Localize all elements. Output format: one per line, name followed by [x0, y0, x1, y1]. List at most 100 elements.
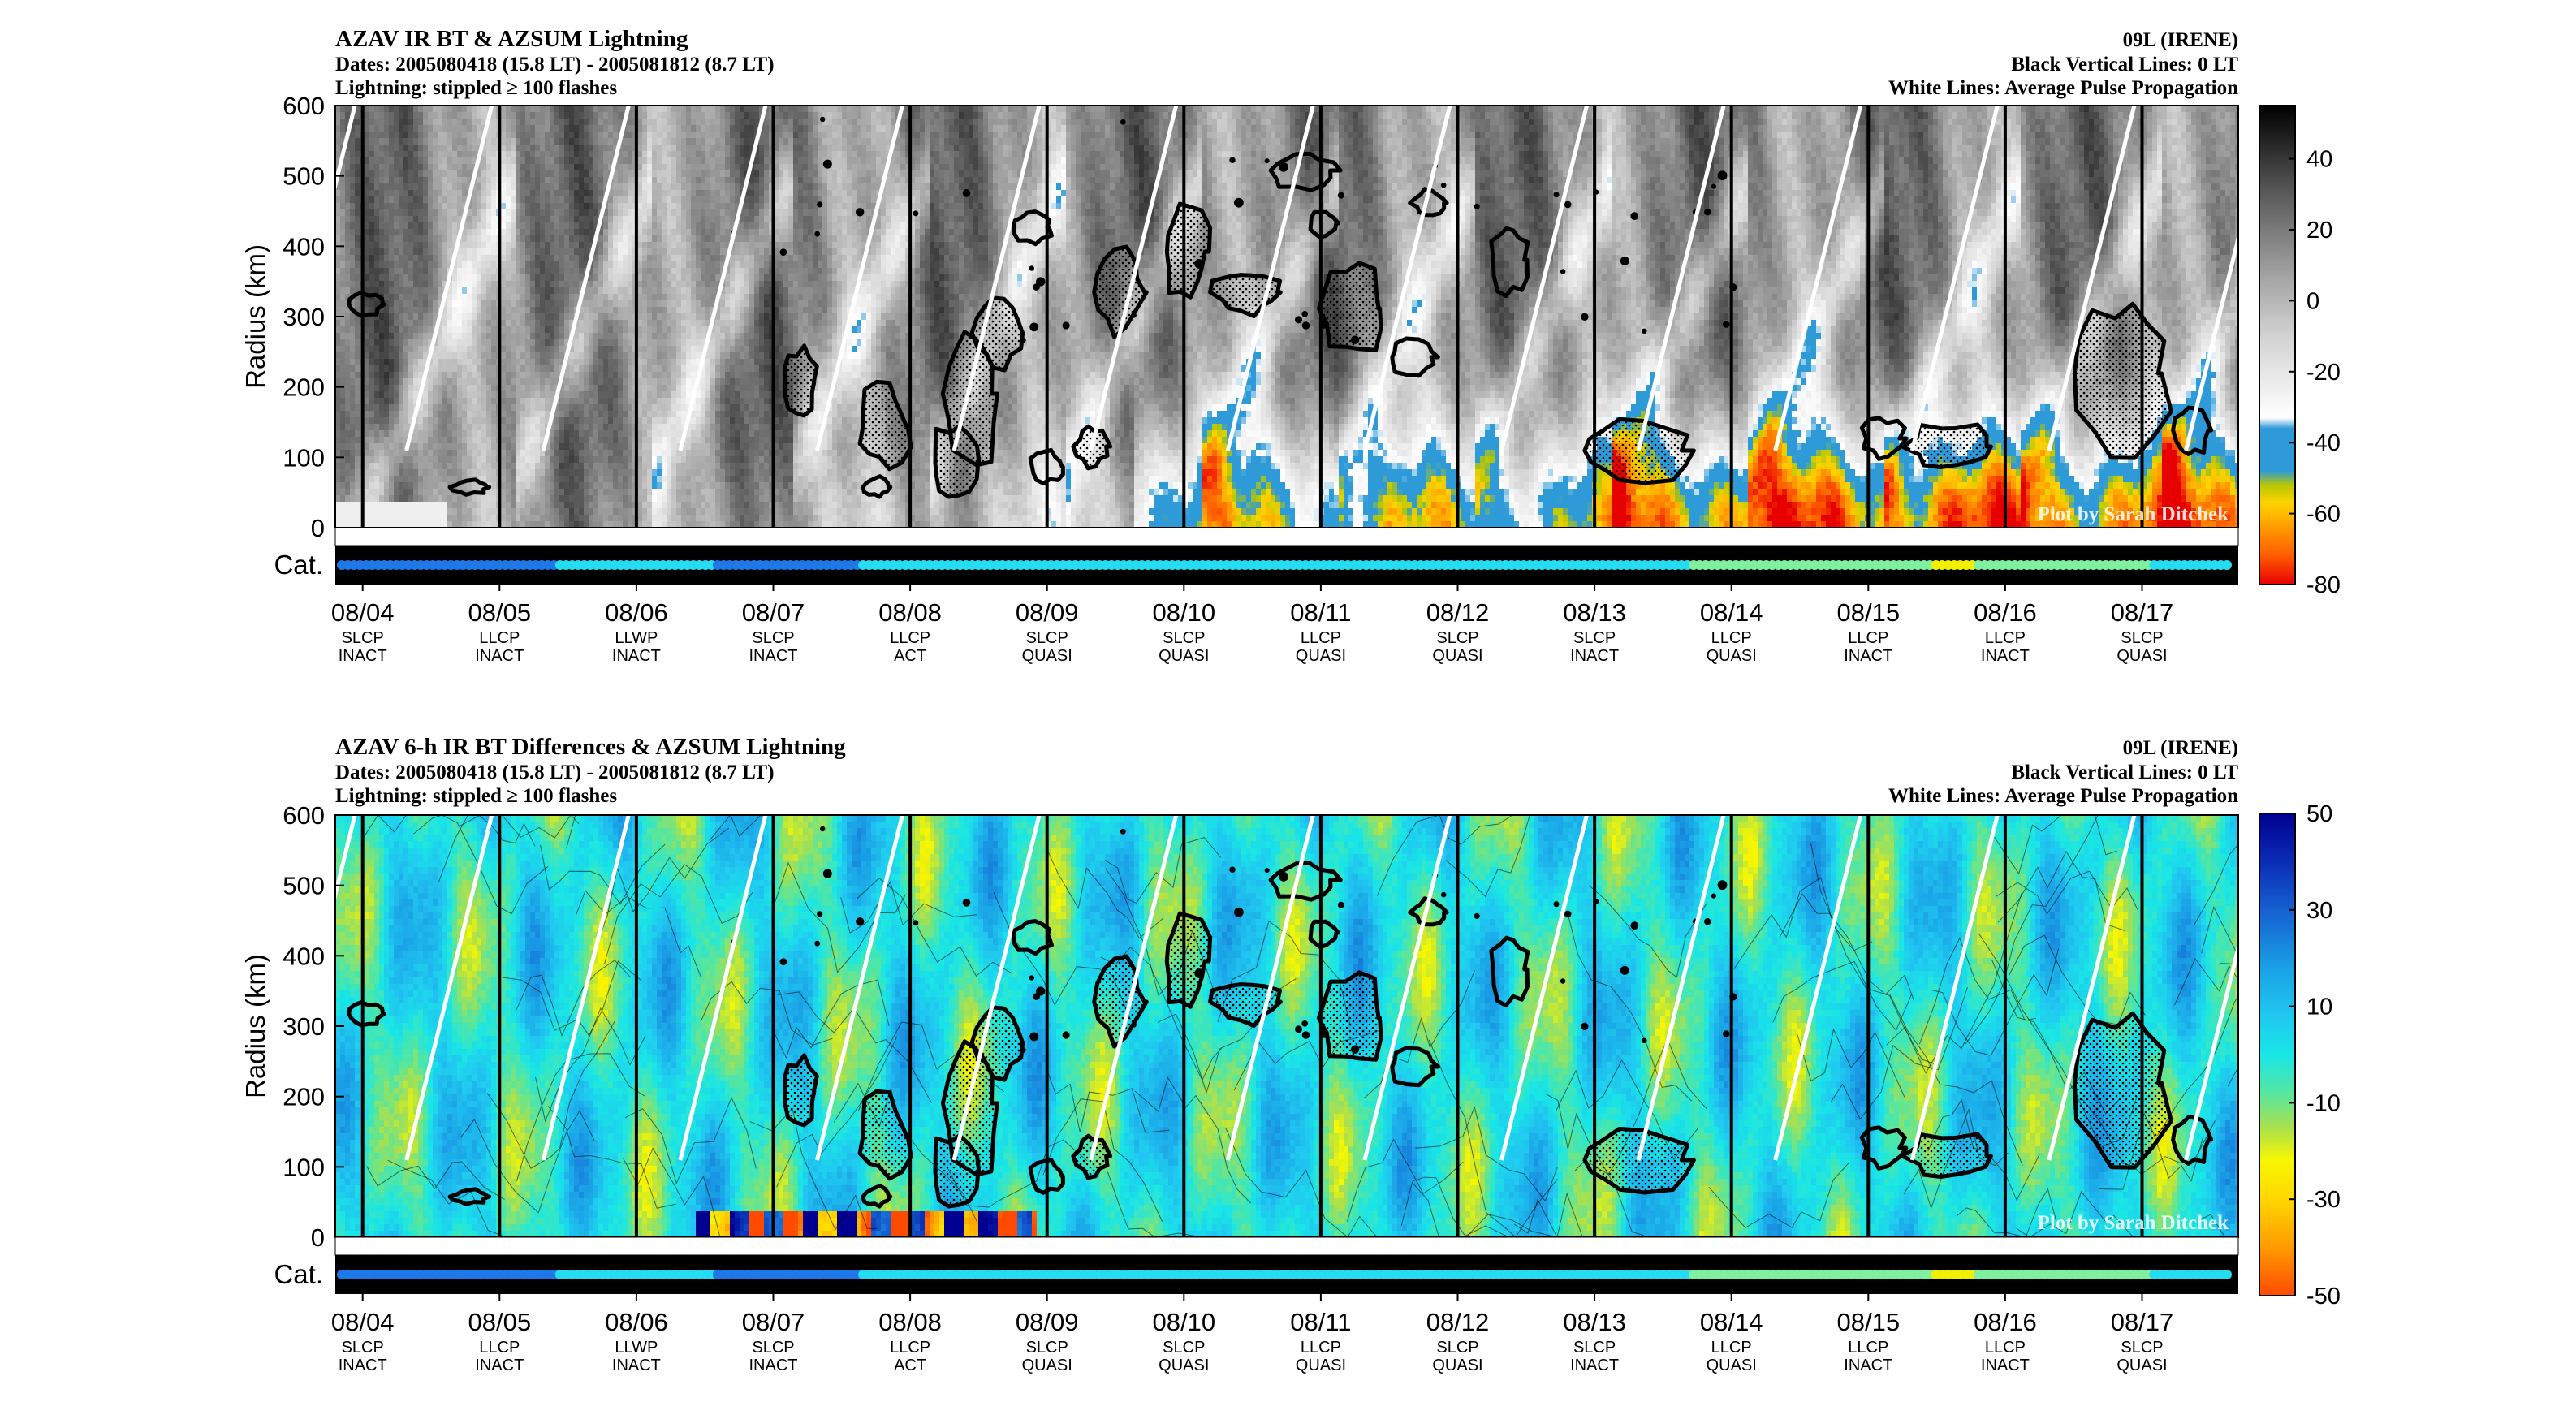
x-shear-label: SLCP	[1573, 1339, 1616, 1357]
colorbar-tick-label: -10	[2306, 1090, 2341, 1116]
x-status-label: QUASI	[1159, 647, 1209, 665]
colorbar-tick-label: 40	[2306, 147, 2332, 173]
y-tick-label: 200	[283, 1083, 325, 1111]
vertical-lines-note: Black Vertical Lines: 0 LT	[2011, 761, 2238, 783]
x-shear-label: LLCP	[1301, 1339, 1341, 1357]
category-dots	[337, 560, 2232, 570]
panel-title: AZAV IR BT & AZSUM Lightning	[335, 26, 688, 52]
x-shear-label: SLCP	[342, 1339, 384, 1357]
x-status-label: INACT	[1844, 1357, 1892, 1374]
x-shear-label: LLCP	[1301, 629, 1341, 647]
cat-dot	[2222, 1270, 2232, 1279]
x-shear-label: LLCP	[479, 1339, 520, 1357]
x-date-label: 08/12	[1426, 1308, 1490, 1336]
y-tick-label: 600	[283, 801, 325, 830]
x-date-label: 08/05	[468, 1308, 532, 1336]
x-shear-label: SLCP	[2121, 1339, 2163, 1357]
cat-dot	[2222, 560, 2232, 570]
plot-area	[335, 106, 2238, 528]
y-axis-label: Radius (km)	[240, 954, 270, 1098]
x-date-label: 08/04	[331, 598, 395, 627]
x-shear-label: SLCP	[752, 629, 794, 647]
x-status-label: INACT	[1570, 1357, 1619, 1374]
colorbar-tick-label: 50	[2306, 801, 2332, 827]
y-axis: 0 100 200 300 400 500 600	[283, 801, 344, 1252]
bt-diff-field	[335, 815, 2238, 1237]
panel-title: AZAV 6-h IR BT Differences & AZSUM Light…	[335, 734, 846, 760]
colorbar-tick-label: -50	[2306, 1283, 2341, 1309]
panel-lightning-note: Lightning: stippled ≥ 100 flashes	[335, 77, 617, 99]
x-date-label: 08/10	[1153, 1308, 1216, 1336]
colorbar-gradient	[2259, 105, 2296, 585]
x-date-label: 08/06	[605, 1308, 668, 1336]
x-status-label: QUASI	[1022, 1357, 1072, 1374]
x-status-label: QUASI	[1159, 1357, 1209, 1374]
plot-area	[335, 815, 2238, 1237]
x-shear-label: SLCP	[1163, 629, 1205, 647]
panel-ir-bt: AZAV IR BT & AZSUM Lightning Dates: 2005…	[240, 26, 2341, 665]
x-shear-label: SLCP	[1026, 1339, 1068, 1357]
colorbar-tick-label: 10	[2306, 994, 2332, 1020]
pulse-propagation-lines	[335, 815, 2238, 1161]
x-date-label: 08/04	[331, 1308, 395, 1336]
lightning-contours	[347, 116, 2214, 499]
x-shear-label: LLCP	[1711, 629, 1752, 647]
storm-name: 09L (IRENE)	[2123, 737, 2238, 759]
x-status-label: QUASI	[1707, 647, 1757, 665]
white-lines-note: White Lines: Average Pulse Propagation	[1888, 77, 2238, 99]
x-shear-label: LLWP	[615, 629, 658, 647]
x-shear-label: LLCP	[890, 1339, 930, 1357]
x-status-label: QUASI	[1022, 647, 1072, 665]
x-status-label: INACT	[1981, 647, 2030, 665]
x-status-label: INACT	[612, 647, 661, 665]
x-status-label: INACT	[339, 1357, 387, 1374]
x-status-label: INACT	[1570, 647, 1619, 665]
vertical-lines-note: Black Vertical Lines: 0 LT	[2011, 54, 2238, 75]
x-shear-label: SLCP	[2121, 629, 2163, 647]
x-shear-label: LLCP	[479, 629, 520, 647]
x-date-label: 08/16	[1974, 1308, 2037, 1336]
x-shear-label: SLCP	[1573, 629, 1616, 647]
credit: Plot by Sarah Ditchek	[2038, 503, 2229, 525]
colorbar: 40 20 0 -20 -40 -60 -80	[2259, 105, 2341, 598]
x-date-label: 08/08	[878, 1308, 942, 1336]
x-date-label: 08/13	[1563, 1308, 1626, 1336]
panel-lightning-note: Lightning: stippled ≥ 100 flashes	[335, 785, 617, 807]
x-shear-label: SLCP	[1026, 629, 1068, 647]
cat-gap	[334, 527, 2239, 546]
x-axis: 08/04SLCPINACT08/05LLCPINACT08/06LLWPINA…	[331, 1294, 2173, 1374]
x-shear-label: SLCP	[1436, 629, 1478, 647]
y-tick-label: 400	[283, 942, 325, 970]
x-status-label: QUASI	[2116, 1357, 2167, 1374]
x-status-label: INACT	[749, 647, 798, 665]
colorbar: 50 30 10 -10 -30 -50	[2259, 801, 2341, 1309]
x-date-label: 08/08	[878, 598, 942, 627]
x-status-label: ACT	[894, 647, 926, 665]
y-tick-label: 300	[283, 303, 325, 331]
cat-gap	[334, 1236, 2239, 1256]
x-date-label: 08/10	[1153, 598, 1216, 627]
y-tick-label: 100	[283, 1153, 325, 1181]
colorbar-tick-label: 20	[2306, 218, 2332, 244]
pulse-propagation-lines	[335, 106, 2238, 451]
x-date-label: 08/06	[605, 598, 668, 627]
storm-name: 09L (IRENE)	[2123, 29, 2238, 51]
y-axis-label: Radius (km)	[240, 244, 270, 389]
colorbar-tick-label: 0	[2306, 288, 2319, 314]
white-lines-note: White Lines: Average Pulse Propagation	[1888, 785, 2238, 807]
panel-ir-bt-differences: AZAV 6-h IR BT Differences & AZSUM Light…	[240, 734, 2341, 1374]
x-shear-label: SLCP	[1436, 1339, 1478, 1357]
x-shear-label: SLCP	[342, 629, 384, 647]
local-time-lines	[360, 106, 2144, 528]
x-date-label: 08/09	[1016, 1308, 1079, 1336]
x-status-label: QUASI	[1707, 1357, 1757, 1374]
cat-label: Cat.	[274, 1259, 323, 1289]
x-status-label: INACT	[1981, 1357, 2030, 1374]
x-status-label: QUASI	[1296, 647, 1346, 665]
x-date-label: 08/11	[1290, 1308, 1351, 1336]
y-tick-label: 500	[283, 872, 325, 900]
x-date-label: 08/09	[1016, 598, 1079, 627]
y-tick-label: 500	[283, 162, 325, 191]
y-axis: 0 100 200 300 400 500 600	[283, 92, 344, 542]
